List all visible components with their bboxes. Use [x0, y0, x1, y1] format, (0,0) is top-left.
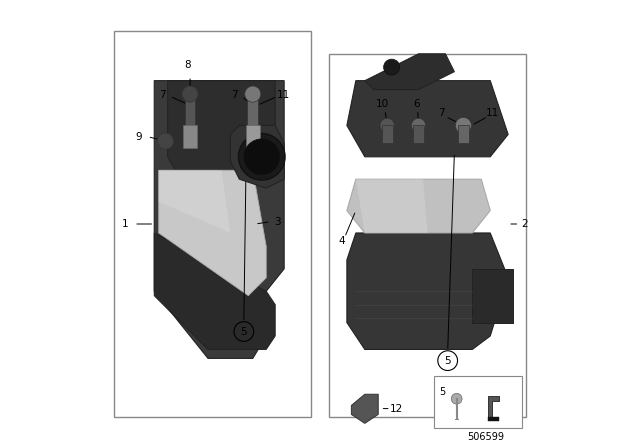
Text: 7: 7: [230, 90, 237, 100]
Polygon shape: [159, 170, 230, 233]
Circle shape: [380, 118, 394, 133]
Circle shape: [455, 117, 472, 134]
Polygon shape: [365, 54, 454, 90]
Text: 6: 6: [413, 99, 420, 109]
Polygon shape: [347, 233, 508, 349]
Text: 11: 11: [276, 90, 290, 100]
Text: 3: 3: [274, 217, 281, 227]
Text: 1: 1: [122, 219, 129, 229]
Text: 8: 8: [184, 60, 191, 70]
Circle shape: [244, 139, 280, 175]
Text: 5: 5: [241, 327, 247, 336]
Text: 12: 12: [390, 404, 403, 414]
Bar: [246, 125, 260, 148]
Polygon shape: [168, 81, 275, 188]
Bar: [382, 125, 392, 143]
Circle shape: [383, 59, 400, 75]
Polygon shape: [347, 179, 490, 233]
Text: 506599: 506599: [467, 432, 504, 442]
Bar: [329, 54, 526, 417]
Text: 10: 10: [376, 99, 389, 109]
Text: 11: 11: [486, 108, 499, 118]
Polygon shape: [154, 81, 284, 358]
Polygon shape: [356, 179, 428, 233]
Circle shape: [157, 133, 173, 149]
Bar: [413, 125, 424, 143]
Text: 4: 4: [338, 236, 345, 246]
Bar: [185, 94, 195, 130]
Text: 2: 2: [522, 219, 528, 229]
Polygon shape: [230, 125, 284, 188]
Polygon shape: [347, 81, 508, 157]
Polygon shape: [351, 394, 378, 423]
Polygon shape: [159, 170, 266, 296]
Text: 7: 7: [438, 108, 444, 118]
Circle shape: [412, 118, 426, 133]
Text: 7: 7: [159, 90, 166, 100]
Bar: [458, 125, 468, 143]
Bar: [488, 417, 499, 421]
Text: 9: 9: [136, 132, 142, 142]
Polygon shape: [154, 233, 275, 349]
Circle shape: [182, 86, 198, 102]
Text: 5: 5: [444, 356, 451, 366]
Polygon shape: [472, 269, 513, 323]
Bar: [435, 376, 522, 428]
Text: 5: 5: [439, 387, 445, 397]
Bar: [248, 94, 258, 130]
Circle shape: [244, 86, 261, 102]
Bar: [114, 31, 311, 417]
Circle shape: [239, 134, 285, 180]
Circle shape: [451, 393, 462, 404]
Polygon shape: [488, 396, 499, 419]
Bar: [184, 125, 197, 148]
